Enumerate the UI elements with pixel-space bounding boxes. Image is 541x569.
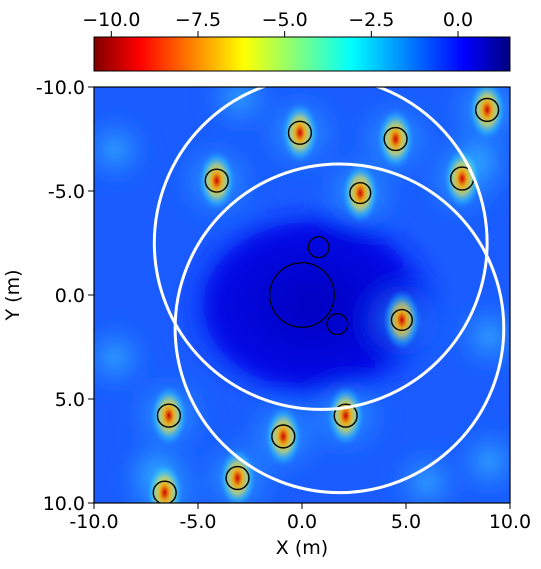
scatterer-circle [156,403,182,428]
field-texture [94,87,510,503]
y-axis: -10.0 -5.0 0.0 5.0 10.0 [36,77,94,515]
y-tick-label: 0.0 [55,285,85,307]
inner-circle [326,313,349,336]
colorbar-tick-label: −10.0 [82,9,140,31]
white-circles [152,87,506,495]
x-tick-label: 5.0 [391,511,421,533]
x-tick-label: -5.0 [179,511,216,533]
scatterer-circle [474,97,500,123]
scatterer-circle [152,480,177,503]
scatterer-hotspot [468,87,506,142]
scatterer-circle [390,308,413,332]
scatterer-circle [225,465,250,491]
edge-glow [94,103,161,196]
colorbar-tick-label: −5.0 [262,9,308,31]
plot-area [93,86,511,504]
edge-glow [193,87,286,144]
scatterer-circle [271,424,296,449]
edge-glow [381,436,473,503]
colorbar-tick-label: 0.0 [443,9,473,31]
scatterer-hotspot [383,288,421,352]
colorbar-gradient [93,36,511,72]
scatterer-circle [333,403,358,428]
white-circle [152,87,489,411]
scatterer-hotspot [376,107,415,171]
colorbar: −10.0 −7.5 −5.0 −2.5 0.0 [82,9,511,72]
scatterer-hotspot [146,461,184,503]
inner-circle [307,236,330,259]
x-tick-label: 10.0 [489,511,531,533]
edge-glow [443,290,510,383]
y-tick-label: -5.0 [48,181,85,203]
hotspots [146,87,506,503]
scatterer-hotspot [218,446,257,503]
y-tick-label: 10.0 [43,493,85,515]
scatterer-hotspot [198,149,236,212]
scatterer-circle [204,168,229,193]
x-tick-label: -10.0 [69,511,118,533]
y-tick-label: -10.0 [36,77,85,99]
x-tick-label: 0.0 [287,511,317,533]
colorbar-tick-label: −2.5 [348,9,394,31]
scatterer-circle [349,181,372,205]
inner-circle [269,262,335,328]
x-axis: -10.0 -5.0 0.0 5.0 10.0 [69,503,531,533]
x-axis-title: X (m) [276,537,328,559]
scatterer-circles [152,97,500,503]
white-circle [173,162,506,495]
y-axis-title: Y (m) [2,270,24,322]
colorbar-tick-label: −7.5 [175,9,221,31]
scatterer-hotspot [443,147,481,210]
scatterer-hotspot [264,405,302,468]
scatterer-hotspot [150,384,188,447]
colorbar-ticks: −10.0 −7.5 −5.0 −2.5 0.0 [82,9,473,37]
y-tick-label: 5.0 [55,389,85,411]
scatterer-circle [287,120,313,145]
scatterer-hotspot [326,384,365,447]
scatterer-hotspot [281,101,319,164]
scatterer-hotspot [341,161,379,225]
edge-glow [94,311,161,404]
scatterer-circle [383,126,408,152]
